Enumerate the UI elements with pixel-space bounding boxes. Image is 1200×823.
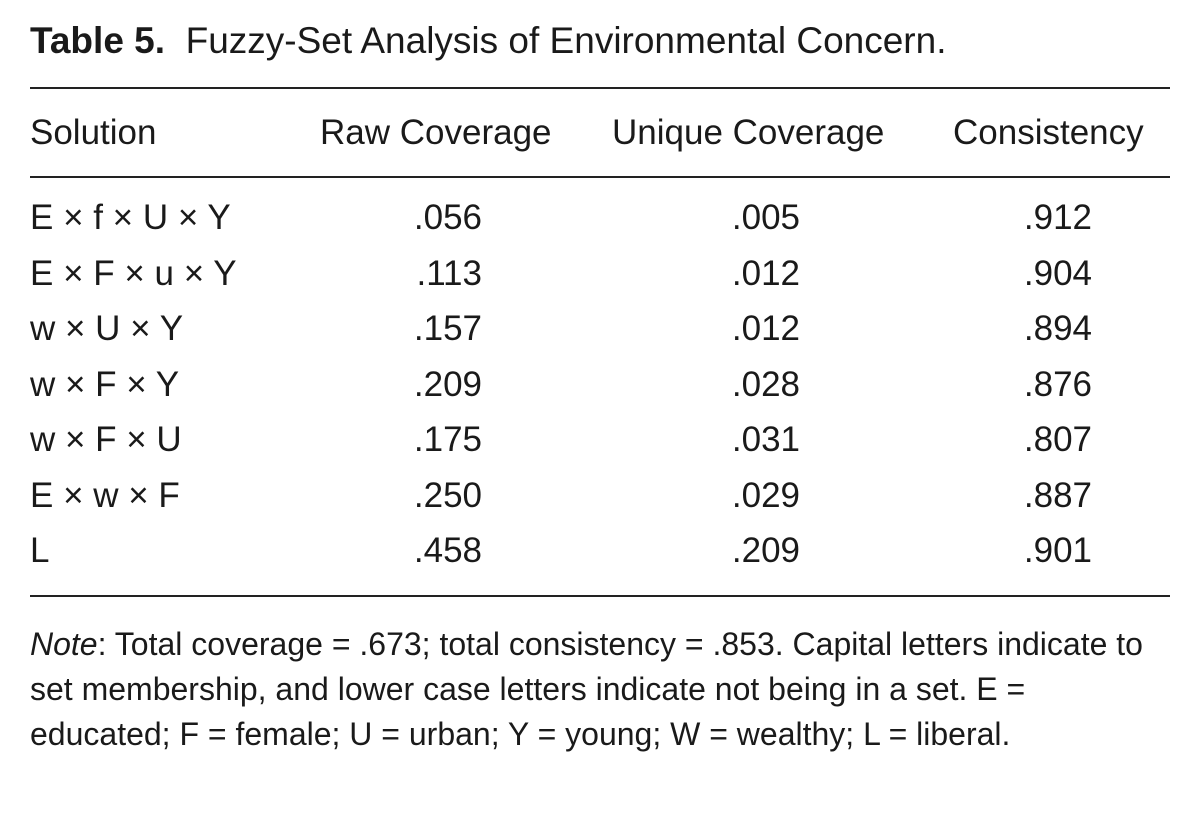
value-cell: .029 [731, 475, 800, 515]
table-note: Note: Total coverage = .673; total consi… [30, 622, 1170, 757]
solution-cell: L [30, 531, 50, 570]
value-cell: .157 [413, 309, 482, 348]
solution-cell: w × F × U [30, 420, 182, 459]
column-header: Raw Coverage [320, 113, 552, 152]
solution-cell: w × F × Y [30, 364, 180, 404]
value-cell: .012 [731, 253, 800, 293]
value-cell: .056 [413, 198, 482, 237]
value-cell: .250 [413, 475, 482, 515]
solution-cell: E × w × F [30, 475, 180, 515]
value-cell: .209 [731, 531, 800, 570]
table-label: Table 5. [30, 20, 166, 61]
note-text: : Total coverage = .673; total consisten… [30, 626, 1143, 752]
value-cell: .887 [1023, 475, 1092, 515]
top-rule [30, 87, 1170, 89]
value-cell: .012 [731, 309, 800, 348]
table-caption: Fuzzy-Set Analysis of Environmental Conc… [185, 20, 947, 61]
value-cell: .904 [1023, 253, 1092, 293]
value-cell: .031 [731, 420, 800, 459]
value-cell: .901 [1023, 531, 1092, 570]
column-header: Unique Coverage [612, 113, 885, 152]
table-title: Table 5. Fuzzy-Set Analysis of Environme… [30, 20, 946, 62]
value-cell: .876 [1023, 364, 1092, 404]
note-label: Note [30, 626, 98, 662]
value-cell: .807 [1023, 420, 1092, 459]
header-rule [30, 176, 1170, 178]
solution-cell: E × f × U × Y [30, 198, 231, 237]
value-cell: .894 [1023, 309, 1092, 348]
bottom-rule [30, 595, 1170, 597]
value-cell: .175 [413, 420, 482, 459]
value-cell: .113 [416, 253, 482, 293]
solution-cell: E × F × u × Y [30, 253, 237, 293]
value-cell: .458 [413, 531, 482, 570]
value-cell: .005 [731, 198, 800, 237]
solution-cell: w × U × Y [30, 309, 184, 348]
column-header: Solution [30, 113, 157, 152]
value-cell: .912 [1023, 198, 1092, 237]
value-cell: .028 [731, 364, 800, 404]
column-header: Consistency [953, 113, 1144, 152]
value-cell: .209 [413, 364, 482, 404]
